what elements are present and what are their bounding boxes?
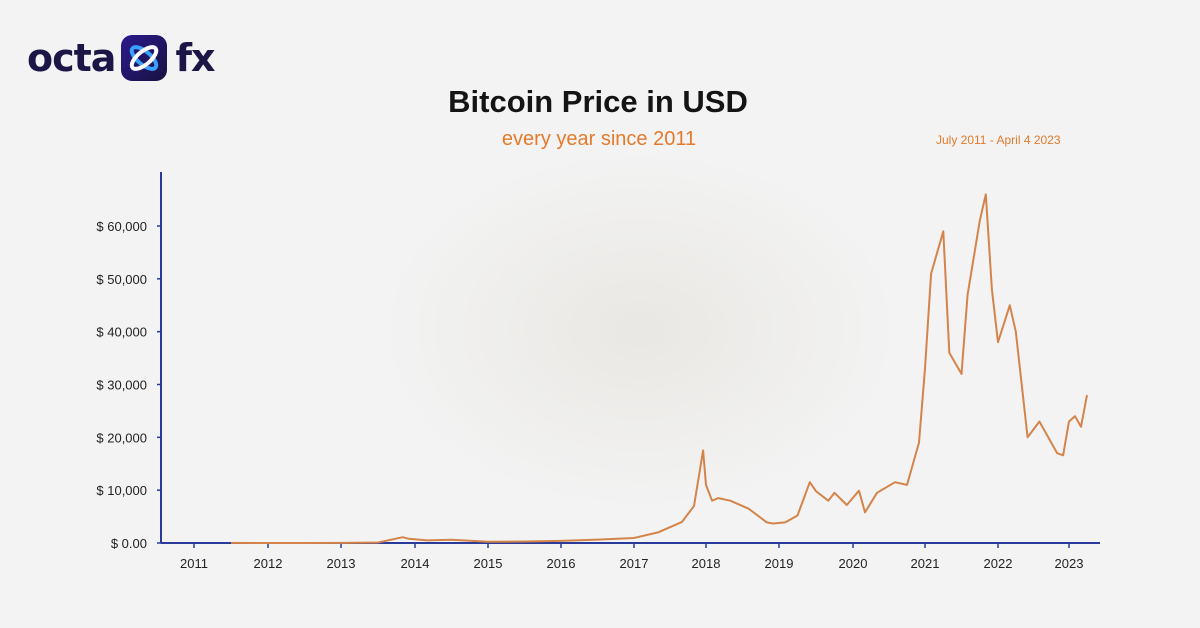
- chart-series: [230, 193, 1088, 544]
- background-glow: [380, 150, 900, 510]
- y-axis-ticks: $ 0.00 $ 10,000 $ 20,000 $ 30,000 $ 40,000 $ …: [96, 219, 161, 551]
- logo-left-text: octa: [27, 36, 116, 80]
- y-tick-label: $ 0.00: [111, 536, 147, 551]
- y-tick-label: $ 60,000: [96, 219, 147, 234]
- x-tick-label: 2013: [327, 556, 356, 571]
- chart-subtitle: every year since 2011: [501, 128, 697, 150]
- y-tick-label: $ 50,000: [96, 272, 147, 287]
- date-range: July 2011 - April 4 2023: [936, 133, 1061, 147]
- x-tick-label: 2016: [547, 556, 576, 571]
- y-tick-label: $ 20,000: [96, 430, 147, 445]
- y-tick-label: $ 10,000: [96, 483, 147, 498]
- x-mark-icon: [130, 45, 159, 71]
- x-tick-label: 2022: [984, 556, 1013, 571]
- x-tick-label: 2017: [620, 556, 649, 571]
- x-tick-label: 2023: [1055, 556, 1084, 571]
- y-tick-label: $ 30,000: [96, 378, 147, 393]
- logo-right-text: fx: [175, 36, 215, 80]
- x-tick-label: 2015: [474, 556, 503, 571]
- price-series-line: [230, 193, 1088, 544]
- octafx-x-icon: [121, 35, 168, 81]
- octafx-logo: octa fx: [27, 34, 216, 82]
- x-tick-label: 2011: [180, 556, 208, 571]
- x-tick-label: 2020: [839, 556, 868, 571]
- x-tick-label: 2014: [401, 556, 430, 571]
- x-axis-ticks: 2011 2012 2013 2014 2015 2016 2017 2018 2019 2020…: [180, 543, 1083, 571]
- x-tick-label: 2018: [692, 556, 721, 571]
- y-tick-label: $ 40,000: [96, 325, 147, 340]
- x-tick-label: 2021: [911, 556, 940, 571]
- x-tick-label: 2012: [254, 556, 283, 571]
- x-tick-label: 2019: [765, 556, 794, 571]
- chart-axes: [160, 172, 1100, 544]
- chart-title: Bitcoin Price in USD: [448, 84, 748, 119]
